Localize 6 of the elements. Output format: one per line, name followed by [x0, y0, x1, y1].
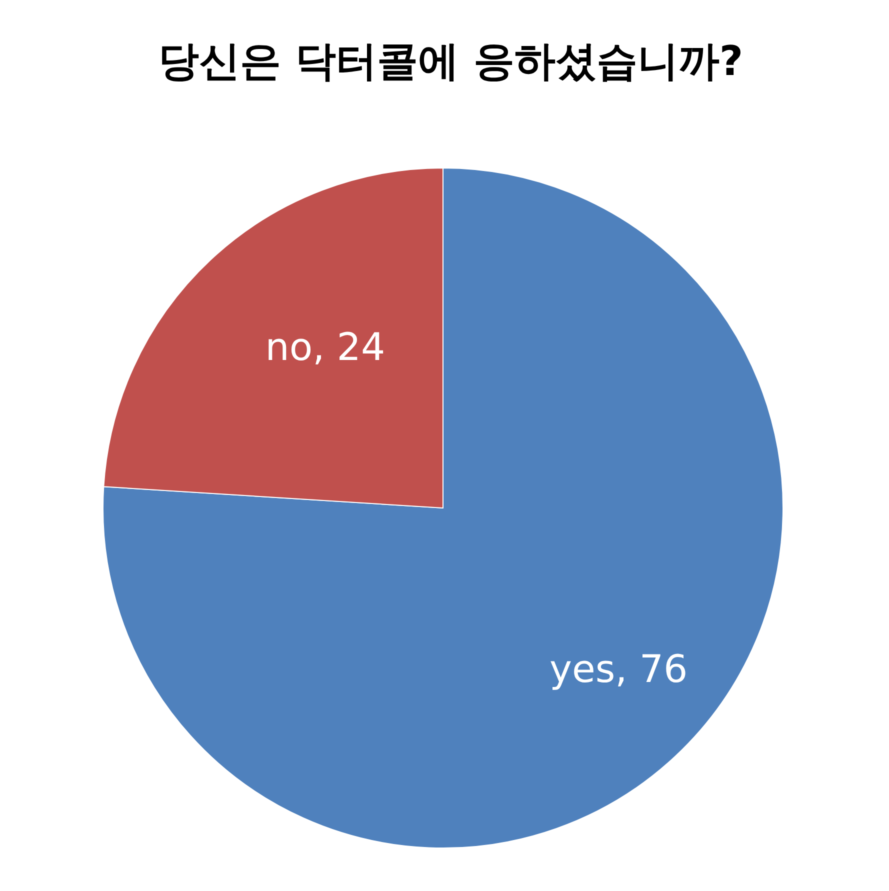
pie-slice	[103, 168, 784, 848]
slice-label: yes	[550, 647, 616, 692]
chart-title: 당신은 닥터콜에 응하셨습니까?	[156, 36, 744, 86]
data-label: , 76	[615, 647, 688, 692]
slice-label: no	[265, 324, 313, 369]
data-label: , 24	[312, 324, 386, 369]
